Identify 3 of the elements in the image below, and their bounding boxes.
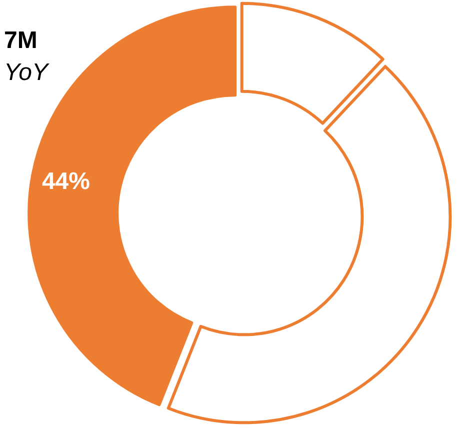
text: 7M — [4, 27, 38, 54]
text: YoY — [4, 59, 50, 86]
data-label: 44% — [42, 168, 90, 196]
